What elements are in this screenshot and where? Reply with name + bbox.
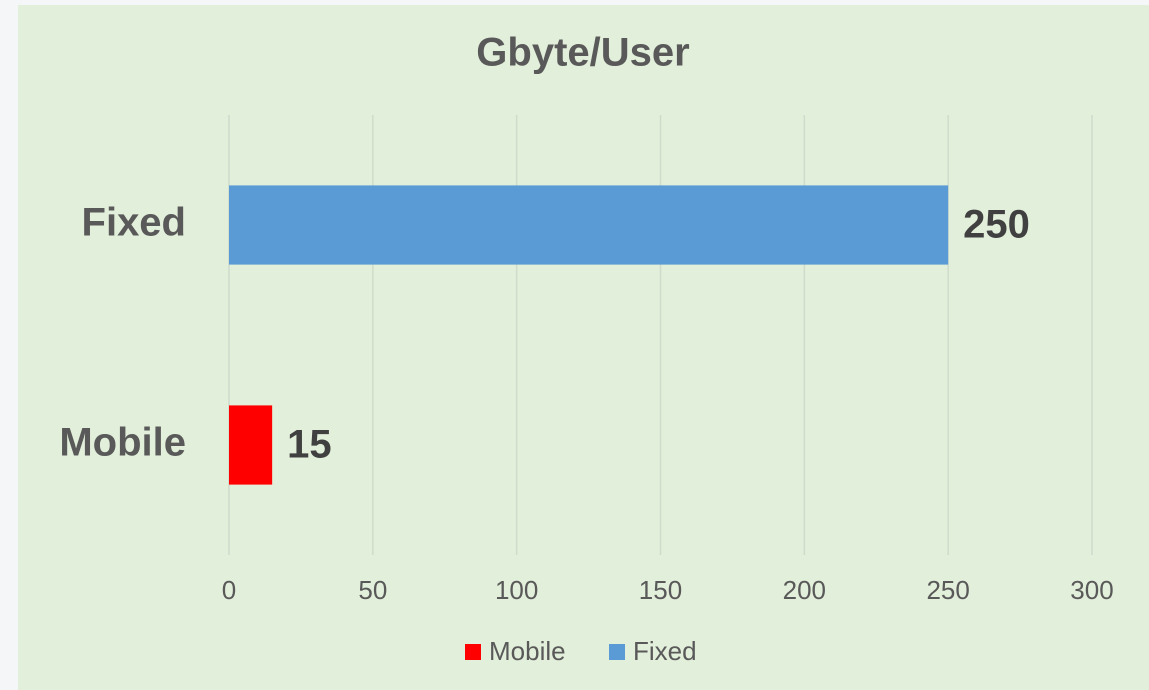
x-tick-label: 250 <box>926 575 969 605</box>
legend-swatch <box>465 644 481 660</box>
x-tick-label: 200 <box>783 575 826 605</box>
data-label: 250 <box>963 203 1030 247</box>
x-tick-label: 300 <box>1070 575 1113 605</box>
legend-swatch <box>609 644 625 660</box>
x-tick-label: 100 <box>495 575 538 605</box>
bar <box>229 405 273 485</box>
chart-background <box>18 5 1149 690</box>
x-tick-label: 0 <box>222 575 236 605</box>
legend-label: Fixed <box>633 636 697 666</box>
data-label: 15 <box>287 423 332 467</box>
legend-label: Mobile <box>489 636 566 666</box>
y-tick-label: Mobile <box>59 421 186 465</box>
x-tick-label: 150 <box>639 575 682 605</box>
y-tick-label: Fixed <box>82 201 186 245</box>
x-tick-label: 50 <box>358 575 387 605</box>
chart-title: Gbyte/User <box>476 31 689 75</box>
bar <box>229 185 949 265</box>
